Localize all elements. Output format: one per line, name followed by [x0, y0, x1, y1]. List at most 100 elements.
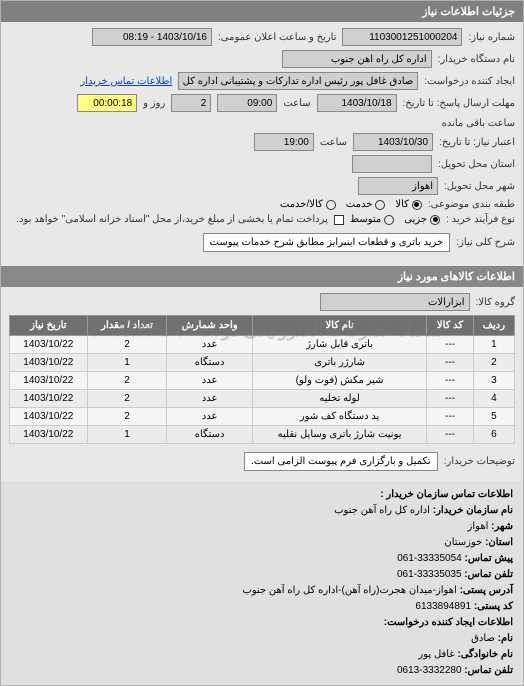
- c-addr-value: اهواز-میدان هجرت(راه آهن)-اداره کل راه آ…: [242, 585, 456, 596]
- c-fax-label: تلفن تماس:: [464, 569, 513, 580]
- table-cell: ید دستگاه کف شور: [252, 408, 427, 426]
- table-cell: عدد: [167, 408, 252, 426]
- table-cell: شارژر باتری: [252, 354, 427, 372]
- c-postal-label: کد پستی:: [474, 601, 513, 612]
- table-col-header: تعداد / مقدار: [87, 316, 167, 336]
- budget-label: طبقه بندی موضوعی:: [428, 199, 515, 210]
- province-label: استان محل تحویل:: [438, 159, 515, 170]
- radio-kala[interactable]: [412, 200, 422, 210]
- org-value: اداره کل راه آهن جنوب: [334, 505, 430, 516]
- table-cell: ---: [427, 372, 473, 390]
- c-province-label: استان:: [485, 537, 513, 548]
- purchase-note: پرداخت تمام یا بخشی از مبلغ خرید،از محل …: [16, 214, 328, 225]
- requester-input: [178, 72, 418, 90]
- c-phone-value: 33335054-061: [397, 553, 462, 564]
- table-cell: ---: [427, 390, 473, 408]
- buyer-name-input: [282, 50, 432, 68]
- table-cell: ---: [427, 426, 473, 444]
- radio-minor-label: جزیی: [404, 214, 427, 225]
- radio-both[interactable]: [326, 200, 336, 210]
- deadline-date-input: [317, 94, 397, 112]
- table-cell: باتری قابل شارژ: [252, 336, 427, 354]
- table-cell: 2: [87, 336, 167, 354]
- table-row: 5---ید دستگاه کف شورعدد21403/10/22: [10, 408, 515, 426]
- validity-date-input: [353, 133, 433, 151]
- group-input: [320, 293, 470, 311]
- table-cell: 1403/10/22: [10, 372, 88, 390]
- city-label: شهر محل تحویل:: [444, 181, 515, 192]
- radio-khedmat-label: خدمت: [346, 199, 373, 210]
- c-city-label: شهر:: [491, 521, 513, 532]
- table-col-header: تاریخ نیاز: [10, 316, 88, 336]
- validity-time-input: [254, 133, 314, 151]
- c-addr-label: آدرس پستی:: [460, 585, 513, 596]
- days-input: [171, 94, 211, 112]
- table-col-header: واحد شمارش: [167, 316, 252, 336]
- goods-table: ردیفکد کالانام کالاواحد شمارشتعداد / مقد…: [9, 315, 515, 444]
- radio-both-label: کالا/خدمت: [280, 199, 323, 210]
- pub-date-label: تاریخ و ساعت اعلان عمومی:: [218, 32, 337, 43]
- pub-date-input: [92, 28, 212, 46]
- deadline-time-input: [217, 94, 277, 112]
- radio-khedmat[interactable]: [375, 200, 385, 210]
- table-cell: ---: [427, 354, 473, 372]
- table-cell: 1403/10/22: [10, 336, 88, 354]
- table-col-header: کد کالا: [427, 316, 473, 336]
- table-cell: دستگاه: [167, 426, 252, 444]
- deadline-label: مهلت ارسال پاسخ: تا تاریخ:: [403, 98, 515, 109]
- c-name-value: صادق: [471, 633, 495, 644]
- table-row: 2---شارژر باتریدستگاه11403/10/22: [10, 354, 515, 372]
- table-cell: 1: [87, 354, 167, 372]
- province-input: [352, 155, 432, 173]
- requester-label: ایجاد کننده درخواست:: [424, 76, 515, 87]
- table-body: 1---باتری قابل شارژعدد21403/10/222---شار…: [10, 336, 515, 444]
- table-cell: ---: [427, 336, 473, 354]
- table-row: 4---لوله تخلیهعدد21403/10/22: [10, 390, 515, 408]
- city-input: [358, 177, 438, 195]
- table-cell: دستگاه: [167, 354, 252, 372]
- budget-radios: کالا خدمت کالا/خدمت: [280, 199, 422, 210]
- buyer-note-label: توضیحات خریدار:: [444, 456, 515, 467]
- desc-label: شرح کلی نیاز:: [456, 237, 515, 248]
- details-panel: جزئیات اطلاعات نیاز شماره نیاز: تاریخ و …: [0, 0, 524, 686]
- time-label-2: ساعت: [320, 137, 347, 148]
- table-cell: 1403/10/22: [10, 354, 88, 372]
- table-cell: یونیت شارژ باتری وسایل نقلیه: [252, 426, 427, 444]
- c-phone-label: پیش تماس:: [465, 553, 513, 564]
- table-cell: لوله تخلیه: [252, 390, 427, 408]
- req-no-label: شماره نیاز:: [468, 32, 515, 43]
- panel-body: شماره نیاز: تاریخ و ساعت اعلان عمومی: نا…: [1, 22, 523, 262]
- table-cell: 1403/10/22: [10, 390, 88, 408]
- radio-kala-label: کالا: [395, 199, 409, 210]
- table-cell: 1: [87, 426, 167, 444]
- days-label: روز و: [143, 98, 165, 109]
- buyer-name-label: نام دستگاه خریدار:: [438, 54, 515, 65]
- group-label: گروه کالا:: [476, 297, 515, 308]
- c-province-value: خوزستان: [444, 537, 482, 548]
- org-label: نام سازمان خریدار:: [433, 505, 513, 516]
- buyer-note-text: تکمیل و بارگزاری فرم پیوست الزامی است.: [244, 452, 438, 471]
- remain-label: ساعت باقی مانده: [442, 118, 515, 129]
- table-cell: 3: [473, 372, 514, 390]
- radio-minor[interactable]: [430, 215, 440, 225]
- panel-title: جزئیات اطلاعات نیاز: [1, 1, 523, 22]
- c-lname-label: نام خانوادگی:: [457, 649, 513, 660]
- table-cell: 2: [473, 354, 514, 372]
- table-col-header: ردیف: [473, 316, 514, 336]
- radio-medium[interactable]: [384, 215, 394, 225]
- contact-header: اطلاعات تماس سازمان خریدار :: [11, 487, 513, 503]
- table-cell: عدد: [167, 390, 252, 408]
- contact-link[interactable]: اطلاعات تماس خریدار: [80, 76, 172, 87]
- radio-medium-label: متوسط: [350, 214, 381, 225]
- c-fax-value: 33335035-061: [397, 569, 462, 580]
- table-cell: عدد: [167, 336, 252, 354]
- treasury-checkbox[interactable]: [334, 215, 344, 225]
- table-row: 3---شیر مکش (فوت ولو)عدد21403/10/22: [10, 372, 515, 390]
- c-lname-value: غافل پور: [418, 649, 454, 660]
- table-cell: 5: [473, 408, 514, 426]
- table-header-row: ردیفکد کالانام کالاواحد شمارشتعداد / مقد…: [10, 316, 515, 336]
- table-cell: عدد: [167, 372, 252, 390]
- req-no-input: [342, 28, 462, 46]
- contact-info-block: اطلاعات تماس سازمان خریدار : نام سازمان …: [1, 481, 523, 685]
- table-row: 1---باتری قابل شارژعدد21403/10/22: [10, 336, 515, 354]
